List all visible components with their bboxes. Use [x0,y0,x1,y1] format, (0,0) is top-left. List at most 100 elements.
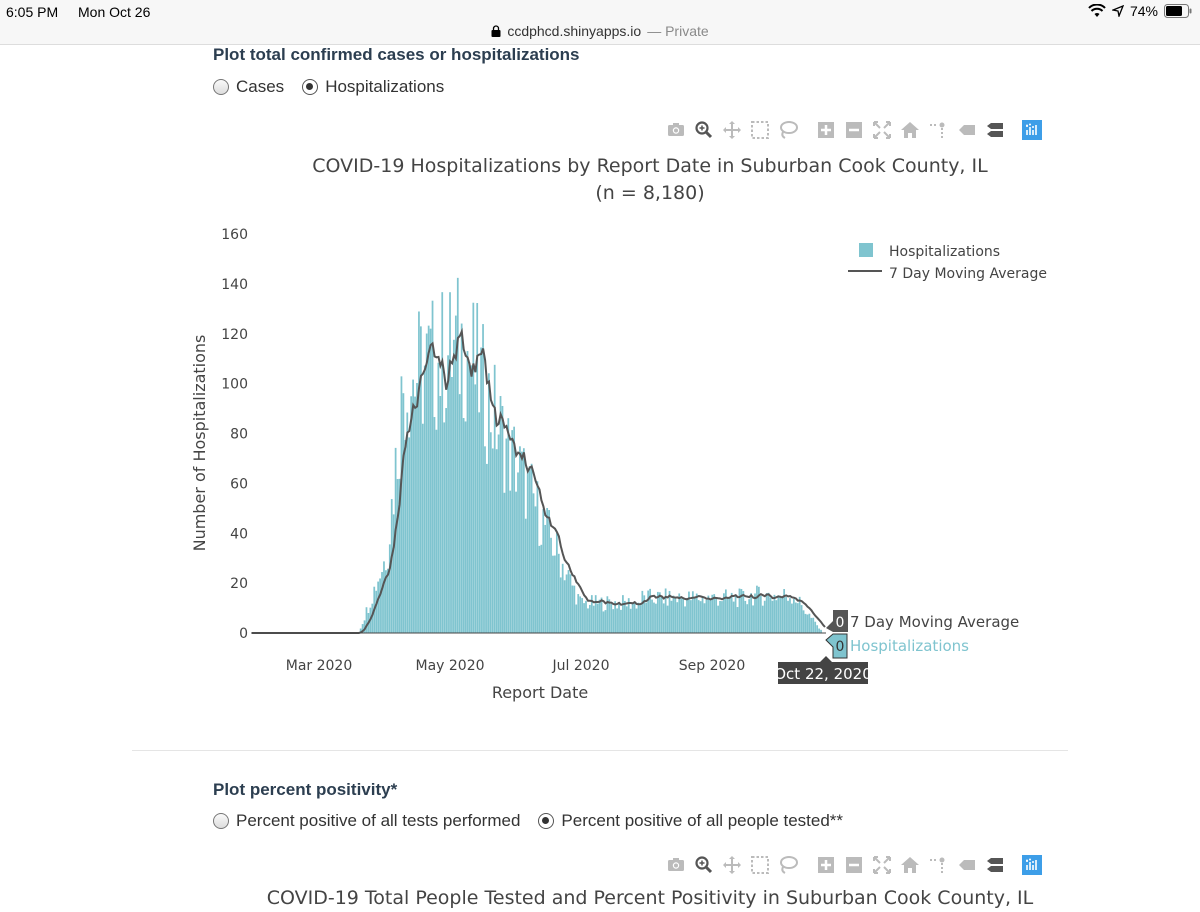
radio-cases-circle[interactable] [213,79,229,95]
radio-cases[interactable]: Cases [213,77,284,97]
y-tick-label: 20 [230,576,248,592]
zoom-icon[interactable] [693,855,715,875]
y-tick-label: 0 [239,626,248,642]
zoom-out-icon[interactable] [843,855,865,875]
hospitalization-bar [365,607,368,633]
box-select-icon[interactable] [749,855,771,875]
hospitalization-bar [777,595,780,633]
hospitalization-bar [804,613,807,633]
chart2-title: COVID-19 Total People Tested and Percent… [266,887,1034,909]
hover-tooltip-average: 0 7 Day Moving Average [826,610,1019,632]
x-tick-label: Sep 2020 [679,658,745,674]
hospitalization-bar [686,598,688,633]
camera-icon[interactable] [665,855,687,875]
hospitalization-bar [390,499,393,633]
hospitalization-bar [507,418,510,633]
hospitalization-bar [470,365,473,633]
pan-icon[interactable] [721,120,743,140]
radio-people-tested[interactable]: Percent positive of all people tested** [538,811,843,831]
hospitalization-bar [532,493,535,633]
reset-axes-icon[interactable] [899,120,921,140]
hospitalization-bar [763,600,766,633]
legend-hosp-label[interactable]: Hospitalizations [889,244,1000,260]
hospitalization-bar [437,362,440,633]
hospitalization-bar [682,598,684,633]
hospitalization-bar [758,586,760,633]
hospitalization-bar [464,421,467,633]
hospitalization-bar [789,598,791,633]
legend-avg-label[interactable]: 7 Day Moving Average [889,266,1047,282]
tooltip-avg-label: 7 Day Moving Average [850,613,1019,631]
box-select-icon[interactable] [749,120,771,140]
hospitalization-bar [528,466,531,633]
hospitalizations-chart[interactable]: 0 20 40 60 80 100 120 140 160 Mar 2020 May 2020 Ju… [0,220,1200,710]
autoscale-icon[interactable] [871,120,893,140]
spike-lines-icon[interactable] [927,855,949,875]
hover-closest-icon[interactable] [955,855,977,875]
hospitalization-bar [406,412,409,633]
hospitalization-bar [565,574,568,633]
hospitalization-bar [623,600,626,633]
zoom-out-icon[interactable] [843,120,865,140]
hospitalization-bar [385,570,387,633]
hospitalization-bar [361,624,364,633]
hospitalization-bar [651,599,653,633]
hospitalization-bar [723,593,725,633]
radio-people-tested-circle[interactable] [538,813,555,829]
hover-compare-icon[interactable] [983,855,1005,875]
hospitalization-bar [598,599,601,633]
hospitalization-bar [453,339,455,633]
hospitalization-bar [779,595,782,633]
radio-hospitalizations[interactable]: Hospitalizations [302,77,444,97]
hospitalization-bar [695,593,698,633]
zoom-in-icon[interactable] [815,855,837,875]
reset-axes-icon[interactable] [899,855,921,875]
radio-tests-performed[interactable]: Percent positive of all tests performed [213,811,520,831]
hover-compare-icon[interactable] [983,120,1005,140]
hover-closest-icon[interactable] [955,120,977,140]
spike-lines-icon[interactable] [927,120,949,140]
radio-tests-performed-circle[interactable] [213,813,229,829]
lasso-icon[interactable] [777,120,799,140]
autoscale-icon[interactable] [871,855,893,875]
y-tick-label: 120 [221,327,248,343]
url-bar[interactable]: ccdphcd.shinyapps.io — Private [0,22,1200,45]
hospitalization-bar [734,595,737,633]
hospitalization-bar [435,429,438,633]
camera-icon[interactable] [665,120,687,140]
plotly-logo-icon[interactable] [1021,120,1043,140]
hospitalization-bar [511,430,514,633]
hospitalization-bar [614,601,617,633]
hospitalization-bar [662,603,665,633]
zoom-in-icon[interactable] [815,120,837,140]
hospitalization-bar [658,592,661,633]
hospitalization-bar [754,593,756,633]
hospitalization-bar [608,599,611,633]
hospitalization-bar [517,472,519,633]
hospitalization-bar [802,610,805,633]
hospitalization-bar [810,617,813,633]
hospitalization-bar [773,594,776,633]
pan-icon[interactable] [721,855,743,875]
hospitalization-bar [404,439,407,633]
hospitalization-bar [674,598,677,633]
radio-hospitalizations-circle[interactable] [302,79,319,95]
location-arrow-icon [1111,5,1124,17]
hospitalization-bar [631,603,634,633]
zoom-icon[interactable] [693,120,715,140]
hospitalization-bar [489,432,492,633]
lasso-icon[interactable] [777,855,799,875]
hospitalization-bar [732,601,735,633]
hospitalization-bar [487,373,490,633]
hospitalization-bar [460,323,463,633]
legend-hosp-swatch[interactable] [859,243,873,257]
section1-title: Plot total confirmed cases or hospitaliz… [213,45,580,64]
plotly-logo-icon[interactable] [1021,855,1043,875]
hospitalization-bar [402,393,405,633]
hospitalization-bar [414,396,416,633]
chart1-title-line2: (n = 8,180) [595,182,705,204]
hospitalization-bar [693,596,696,633]
plotly-modebar [665,120,1043,140]
battery-icon [1164,4,1192,18]
y-tick-label: 160 [221,227,248,243]
